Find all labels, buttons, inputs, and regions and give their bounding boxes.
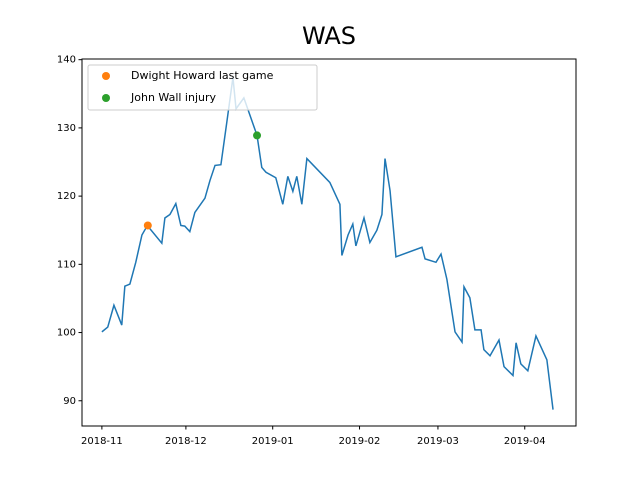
chart-title: WAS <box>302 22 356 50</box>
x-tick-label: 2019-03 <box>417 436 459 447</box>
y-tick-label: 100 <box>57 328 76 339</box>
legend-label: John Wall injury <box>130 91 217 104</box>
y-tick-label: 110 <box>57 259 76 270</box>
legend-marker <box>102 94 110 102</box>
y-tick-label: 130 <box>57 123 76 134</box>
legend: Dwight Howard last game John Wall injury <box>87 64 318 111</box>
y-tick-label: 140 <box>57 55 76 66</box>
x-tick-label: 2018-12 <box>165 436 207 447</box>
y-tick-label: 120 <box>57 191 76 202</box>
event-marker <box>253 131 262 140</box>
x-tick-label: 2019-02 <box>339 436 381 447</box>
legend-marker <box>102 72 110 80</box>
plot-frame <box>81 58 577 427</box>
event-marker <box>143 221 152 230</box>
legend-box <box>87 64 318 111</box>
line-series <box>101 77 554 410</box>
x-tick-label: 2018-11 <box>81 436 123 447</box>
x-tick-label: 2019-01 <box>252 436 294 447</box>
y-tick-label: 90 <box>63 396 76 407</box>
legend-label: Dwight Howard last game <box>131 69 274 82</box>
x-tick-label: 2019-04 <box>504 436 546 447</box>
